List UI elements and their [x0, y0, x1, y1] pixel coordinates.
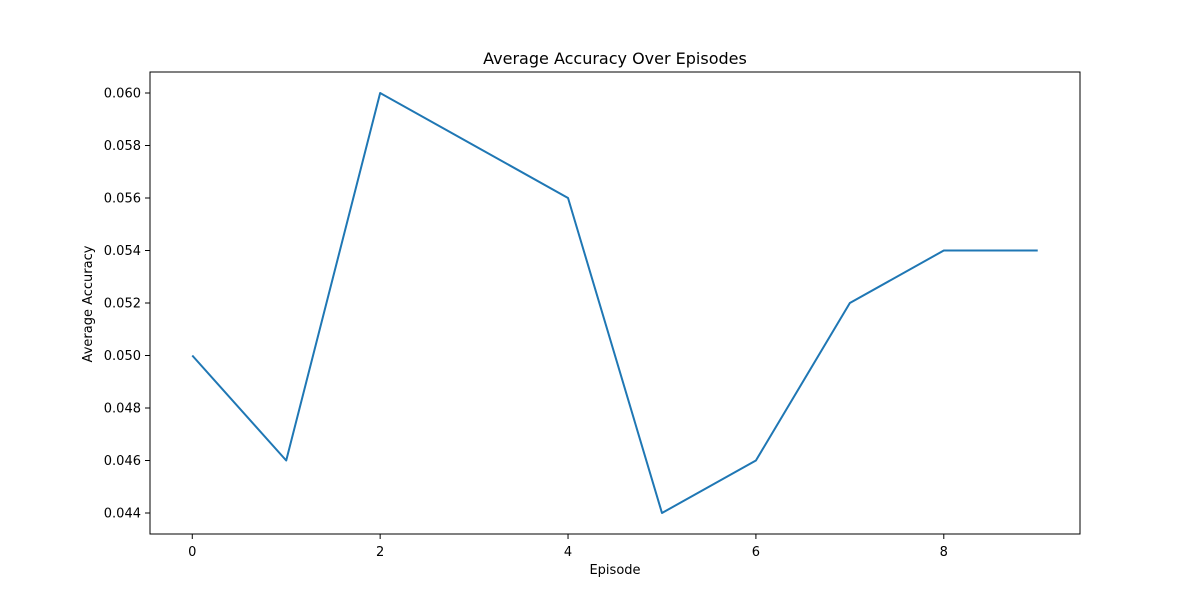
- y-tick-label: 0.046: [104, 454, 141, 469]
- x-axis-ticks: 0 2 4 6 8: [188, 534, 948, 560]
- x-tick-label: 6: [752, 545, 760, 560]
- y-tick-label: 0.054: [104, 244, 141, 259]
- y-axis-ticks: 0.044 0.046 0.048 0.050 0.052 0.054 0.056 0.058…: [104, 87, 150, 522]
- x-tick-label: 0: [188, 545, 196, 560]
- x-tick-label: 2: [376, 545, 384, 560]
- series-layer: [191, 92, 1038, 514]
- y-tick-label: 0.044: [104, 507, 141, 522]
- y-tick-label: 0.060: [104, 87, 141, 102]
- y-tick-label: 0.052: [104, 297, 141, 312]
- plot-frame: [149, 71, 1081, 535]
- chart-title: Average Accuracy Over Episodes: [483, 49, 747, 68]
- y-tick-label: 0.058: [104, 139, 141, 154]
- y-tick-label: 0.056: [104, 192, 141, 207]
- y-tick-label: 0.050: [104, 349, 141, 364]
- y-tick-label: 0.048: [104, 402, 141, 417]
- series-line: [191, 92, 1038, 514]
- x-tick-label: 4: [564, 545, 572, 560]
- y-axis-label: Average Accuracy: [81, 245, 96, 362]
- x-axis-label: Episode: [589, 563, 640, 578]
- x-tick-label: 8: [940, 545, 948, 560]
